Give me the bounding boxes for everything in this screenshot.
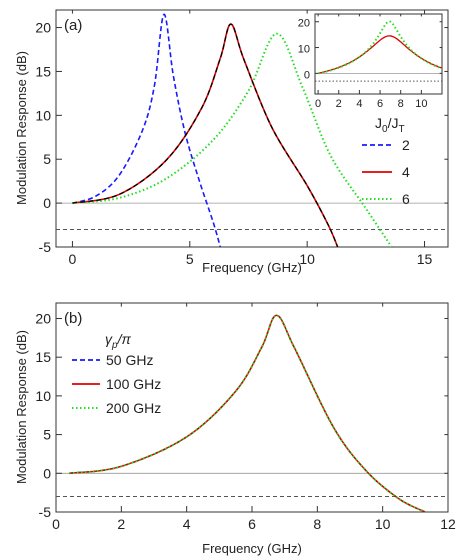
panel-b-y-tick-label: 20	[35, 310, 51, 326]
panel-b-y-tick-label: 5	[43, 427, 51, 443]
legend-b-label-100: 100 GHz	[106, 376, 161, 392]
panel-b-legend: γp/π 50 GHz 100 GHz 200 GHz	[72, 331, 161, 416]
panel-a-series-4-line	[72, 23, 339, 247]
legend-a-label-2: 2	[402, 137, 410, 153]
panel-b-x-tick-label: 12	[440, 516, 456, 532]
panel-a-series-overlay-line	[72, 23, 339, 247]
panel-a-label: (a)	[64, 17, 82, 34]
panel-a-x-tick-label: 5	[186, 251, 194, 267]
panel-b-y-tick-label: -5	[39, 504, 52, 520]
panel-a-legend: J0/JT 2 4 6	[362, 115, 410, 207]
inset-x-tick-label: 0	[315, 98, 321, 110]
panel-a-x-tick-label: 0	[69, 251, 77, 267]
panel-b-series-group	[68, 314, 426, 512]
inset-x-tick-label: 4	[356, 98, 362, 110]
inset-x-tick-label: 6	[377, 98, 383, 110]
panel-b-y-tick-label: 10	[35, 388, 51, 404]
panel-a-x-tick-label: 15	[417, 251, 433, 267]
legend-a-label-4: 4	[402, 164, 410, 180]
legend-b-label-50: 50 GHz	[106, 352, 153, 368]
panel-a-series-6-line	[72, 32, 393, 247]
panel-a-series-2-line	[72, 13, 222, 247]
panel-b-x-tick-label: 0	[52, 516, 60, 532]
inset-y-tick-label: 10	[298, 44, 310, 56]
inset-series-inset-red-line	[317, 35, 442, 74]
panel-a-y-tick-label: 10	[35, 107, 51, 123]
legend-b-label-200: 200 GHz	[106, 400, 161, 416]
panel-a-y-tick-label: 0	[43, 195, 51, 211]
panel-a-inset: 0 2 4 6 8 10 0 10 20	[298, 13, 443, 110]
legend-a-label-6: 6	[402, 191, 410, 207]
inset-y-tick-label: 0	[304, 69, 310, 81]
inset-series-group	[317, 20, 442, 75]
panel-b-y-tick-label: 0	[43, 465, 51, 481]
inset-y-tick-label: 20	[298, 18, 310, 30]
inset-x-tick-label: 8	[398, 98, 404, 110]
panel-b-x-tick-label: 10	[375, 516, 391, 532]
panel-a-x-tick-label: 10	[299, 251, 315, 267]
legend-a-title: J0/JT	[375, 115, 405, 135]
panel-b-x-tick-label: 4	[183, 516, 191, 532]
panel-a-y-axis-label: Modulation Response (dB)	[14, 51, 29, 205]
panel-a-y-tick-label: 5	[43, 151, 51, 167]
panel-b-x-tick-label: 2	[117, 516, 125, 532]
panel-a-x-axis-label: Frequency (GHz)	[202, 260, 302, 275]
panel-b-y-axis-label: Modulation Response (dB)	[14, 330, 29, 484]
panel-a-series-group	[72, 13, 393, 247]
panel-a-y-tick-label: 20	[35, 20, 51, 36]
panel-b-series-100-GHz-line	[68, 314, 426, 512]
panel-a-frame	[55, 9, 449, 248]
inset-x-tick-label: 10	[415, 98, 427, 110]
panel-b-x-tick-label: 8	[313, 516, 321, 532]
panel-b-y-tick-label: 15	[35, 349, 51, 365]
inset-x-tick-label: 2	[336, 98, 342, 110]
panel-a-y-tick-label: -5	[39, 239, 52, 255]
panel-a-y-tick-label: 15	[35, 63, 51, 79]
legend-b-title: γp/π	[105, 331, 131, 351]
panel-b-x-tick-label: 6	[248, 516, 256, 532]
panel-b-label: (b)	[64, 310, 82, 327]
inset-series-inset-green-line	[317, 20, 442, 75]
panel-b-x-axis-label: Frequency (GHz)	[202, 541, 302, 556]
inset-frame	[314, 13, 443, 95]
